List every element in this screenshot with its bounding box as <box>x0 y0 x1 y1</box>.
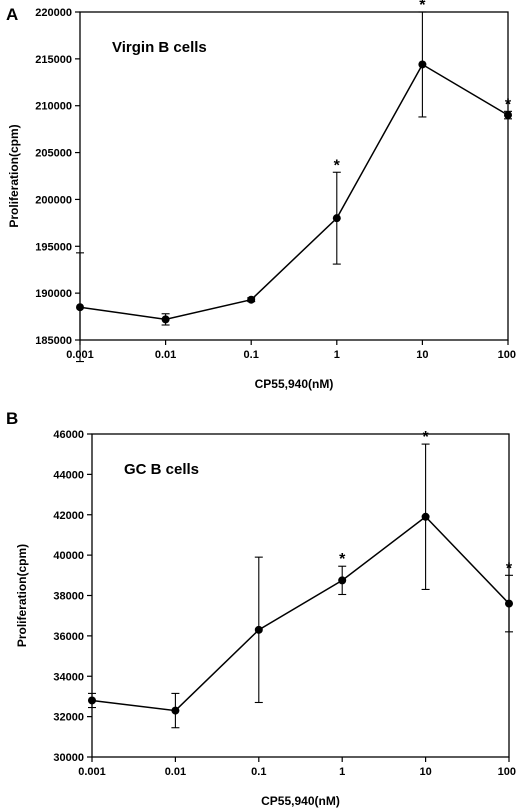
y-tick-label: 220000 <box>35 7 72 19</box>
x-tick-label: 0.01 <box>155 349 176 361</box>
panel-letter: A <box>6 5 18 24</box>
y-tick-label: 210000 <box>35 101 72 113</box>
x-tick-label: 10 <box>419 766 431 778</box>
y-tick-label: 46000 <box>53 429 84 441</box>
chart-title: GC B cells <box>124 461 199 478</box>
y-tick-label: 30000 <box>53 752 84 764</box>
x-tick-label: 1 <box>339 766 345 778</box>
y-tick-label: 36000 <box>53 631 84 643</box>
x-tick-label: 0.1 <box>244 349 259 361</box>
x-tick-label: 10 <box>416 349 428 361</box>
y-tick-label: 44000 <box>53 469 84 481</box>
significance-star: * <box>419 0 426 14</box>
y-tick-label: 38000 <box>53 591 84 603</box>
series-line <box>79 63 509 321</box>
data-point <box>161 315 170 324</box>
y-tick-label: 190000 <box>35 288 72 300</box>
y-tick-label: 185000 <box>35 335 72 347</box>
significance-star: * <box>334 157 341 174</box>
data-point <box>247 295 256 304</box>
y-tick-label: 205000 <box>35 148 72 160</box>
x-tick-label: 1 <box>334 349 340 361</box>
significance-star: * <box>422 429 429 446</box>
panel-letter: B <box>6 409 18 428</box>
y-tick-label: 34000 <box>53 671 84 683</box>
x-axis-label: CP55,940(nM) <box>255 377 334 391</box>
chart-panel-a: A 185000 190000 195000 200000 205000 210000 215… <box>6 0 516 391</box>
y-tick-label: 215000 <box>35 54 72 66</box>
y-tick-label: 32000 <box>53 712 84 724</box>
x-tick-label: 0.1 <box>251 766 266 778</box>
data-point <box>332 214 341 223</box>
x-tick-label: 0.01 <box>165 766 186 778</box>
y-tick-label: 40000 <box>53 550 84 562</box>
data-point <box>254 625 263 634</box>
y-tick-label: 195000 <box>35 241 72 253</box>
y-axis-label: Proliferation(cpm) <box>7 124 21 227</box>
x-tick-label: 0.001 <box>78 766 106 778</box>
data-point <box>505 599 513 608</box>
y-tick-label: 42000 <box>53 510 84 522</box>
significance-star: * <box>505 96 512 113</box>
y-tick-label: 200000 <box>35 194 72 206</box>
data-point <box>338 576 347 585</box>
data-point <box>171 706 180 715</box>
plot-frame <box>79 11 509 341</box>
data-point <box>88 696 96 705</box>
data-point <box>418 60 427 69</box>
y-axis-label: Proliferation(cpm) <box>15 544 29 647</box>
x-tick-label: 100 <box>498 349 516 361</box>
data-point <box>504 111 512 120</box>
chart-panel-b: B 30000 32000 34000 36000 38000 40000 42000 4400… <box>6 409 516 808</box>
x-tick-label: 100 <box>498 766 516 778</box>
data-point <box>421 512 430 521</box>
x-axis-label: CP55,940(nM) <box>261 794 340 808</box>
significance-star: * <box>339 551 346 568</box>
significance-star: * <box>506 560 513 577</box>
series-line <box>91 515 510 712</box>
chart-title: Virgin B cells <box>112 39 207 56</box>
data-point <box>76 303 84 312</box>
